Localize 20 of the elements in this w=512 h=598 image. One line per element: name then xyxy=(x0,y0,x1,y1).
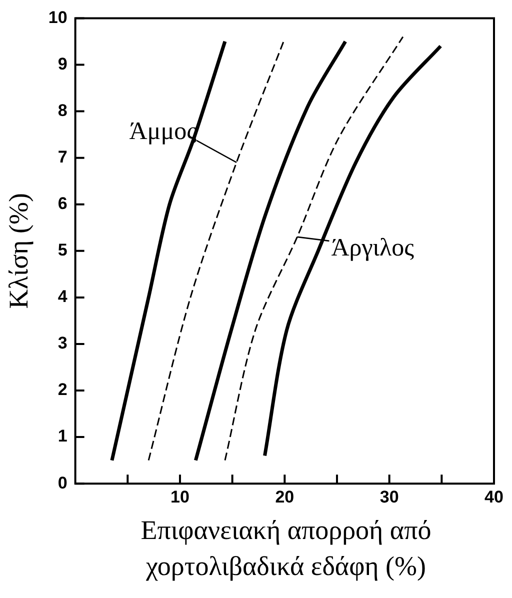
y-tick-label: 5 xyxy=(58,240,68,260)
line-series xyxy=(110,40,227,462)
annotation: Άργιλος xyxy=(331,234,414,262)
y-tick-label: 2 xyxy=(58,380,68,400)
x-tick-label: 30 xyxy=(380,487,399,506)
y-axis-title: Κλίση (%) xyxy=(3,193,34,309)
x-tick-label: 40 xyxy=(484,487,504,506)
y-tick-label: 0 xyxy=(58,473,68,492)
y-tick-label: 10 xyxy=(48,8,68,27)
y-tick-label: 3 xyxy=(58,334,68,353)
x-tick-label: 10 xyxy=(170,487,190,506)
y-tick-label: 9 xyxy=(58,54,68,74)
y-tick-label: 1 xyxy=(58,426,68,446)
x-axis-title: Επιφανειακή απορροή από χορτολιβαδικά εδάφη (%) xyxy=(140,514,432,583)
x-tick-label: 20 xyxy=(275,487,294,506)
y-tick-label: 7 xyxy=(58,148,68,167)
y-tick-label: 4 xyxy=(58,287,68,306)
y-tick-label: 8 xyxy=(58,100,68,120)
y-tick-label: 6 xyxy=(58,194,68,214)
line-series xyxy=(263,44,442,458)
